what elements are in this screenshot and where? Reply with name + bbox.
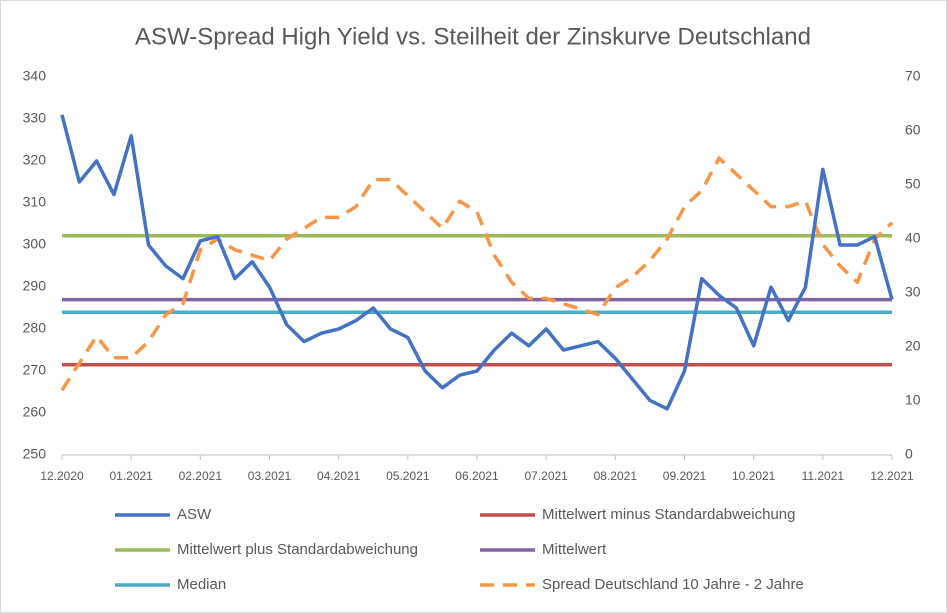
legend-label: Spread Deutschland 10 Jahre - 2 Jahre [542, 576, 804, 593]
legend-label: Median [177, 576, 226, 593]
y-tick-label: 340 [23, 68, 47, 84]
legend-label: Mittelwert plus Standardabweichung [177, 541, 418, 558]
x-tick-label: 03.2021 [248, 469, 292, 483]
x-tick-label: 11.2021 [802, 469, 845, 483]
x-tick-label: 02.2021 [179, 469, 223, 483]
y2-tick-label: 50 [905, 176, 921, 192]
x-tick-label: 05.2021 [386, 469, 430, 483]
y-tick-label: 290 [23, 278, 47, 294]
y-tick-label: 260 [23, 404, 47, 420]
y-tick-label: 270 [23, 362, 47, 378]
series-line [60, 156, 894, 392]
x-tick-label: 04.2021 [317, 469, 361, 483]
chart-title: ASW-Spread High Yield vs. Steilheit der … [135, 23, 811, 50]
x-tick-label: 06.2021 [455, 469, 499, 483]
legend-label: ASW [177, 506, 212, 523]
x-tick-label: 12.2020 [40, 469, 84, 483]
y2-tick-label: 0 [905, 446, 913, 462]
y2-tick-label: 20 [905, 338, 921, 354]
y-tick-label: 320 [23, 152, 47, 168]
series-line [60, 114, 894, 411]
y-tick-label: 280 [23, 320, 47, 336]
y2-tick-label: 40 [905, 230, 921, 246]
x-tick-label: 07.2021 [524, 469, 568, 483]
x-tick-label: 08.2021 [594, 469, 638, 483]
legend-label: Mittelwert minus Standardabweichung [542, 506, 795, 523]
x-tick-label: 09.2021 [663, 469, 707, 483]
legend-label: Mittelwert [542, 541, 607, 558]
y2-tick-label: 70 [905, 68, 921, 84]
y2-tick-label: 10 [905, 392, 921, 408]
x-tick-label: 01.2021 [109, 469, 153, 483]
y-tick-label: 250 [23, 446, 47, 462]
y2-tick-label: 60 [905, 122, 921, 138]
y-tick-label: 300 [23, 236, 47, 252]
y-tick-label: 310 [23, 194, 47, 210]
y-tick-label: 330 [23, 110, 47, 126]
y2-tick-label: 30 [905, 284, 921, 300]
x-tick-label: 10.2021 [732, 469, 776, 483]
x-tick-label: 12.2021 [870, 469, 914, 483]
